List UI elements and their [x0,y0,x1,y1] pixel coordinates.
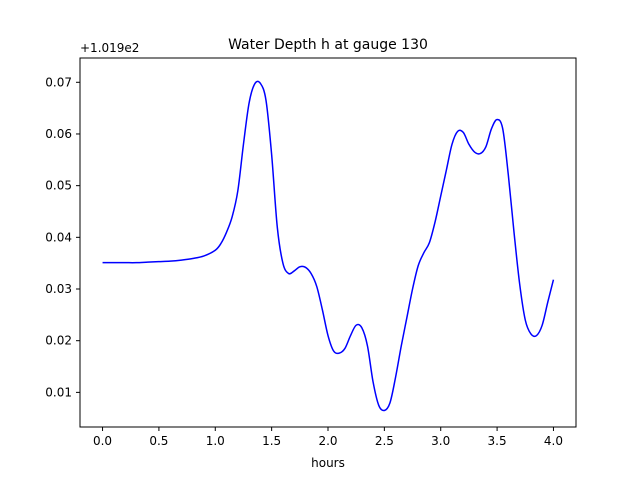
y-tick-label: 0.03 [45,282,72,296]
plot-frame [79,57,577,428]
y-tick-label: 0.05 [45,179,72,193]
y-tick-label: 0.01 [45,385,72,399]
x-axis-label: hours [311,456,345,470]
x-tick-label: 0.0 [93,434,112,448]
x-tick-label: 1.0 [206,434,225,448]
series-line [102,80,555,412]
y-tick-label: 0.07 [45,75,72,89]
x-tick-label: 3.0 [431,434,450,448]
x-tick-label: 2.0 [318,434,337,448]
x-tick-label: 0.5 [149,434,168,448]
y-tick-label: 0.02 [45,334,72,348]
y-axis-ticks: 0.01 0.02 0.03 0.04 0.05 0.06 0.07 [45,75,80,399]
x-axis-ticks: 0.0 0.5 1.0 1.5 2.0 2.5 3.0 3.5 4.0 [93,427,563,448]
x-tick-label: 1.5 [262,434,281,448]
y-offset-label: +1.019e2 [80,41,139,55]
x-tick-label: 3.5 [488,434,507,448]
y-tick-label: 0.04 [45,230,72,244]
y-tick-label: 0.06 [45,127,72,141]
x-tick-label: 4.0 [544,434,563,448]
x-tick-label: 2.5 [375,434,394,448]
chart-title: Water Depth h at gauge 130 [228,37,428,53]
